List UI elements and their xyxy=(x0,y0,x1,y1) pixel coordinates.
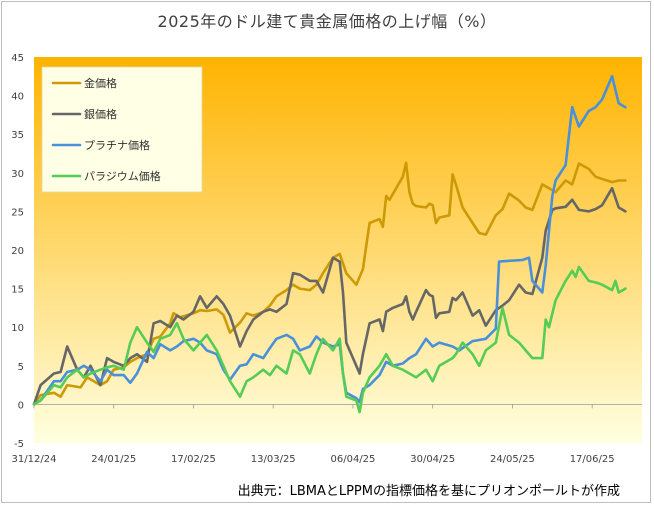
x-tick-label: 24/01/25 xyxy=(91,454,136,465)
y-tick-label: -5 xyxy=(14,439,24,450)
x-tick-label: 17/06/25 xyxy=(570,454,615,465)
y-tick-label: 15 xyxy=(11,285,24,296)
x-tick-label: 13/03/25 xyxy=(251,454,296,465)
x-tick-label: 06/04/25 xyxy=(330,454,375,465)
y-tick-label: 0 xyxy=(18,400,24,411)
y-tick-label: 35 xyxy=(11,130,24,141)
y-tick-label: 40 xyxy=(11,92,24,103)
y-tick-label: 25 xyxy=(11,207,24,218)
chart-title: 2025年のドル建て貴金属価格の上げ幅（%） xyxy=(157,12,497,31)
x-tick-label: 24/05/25 xyxy=(490,454,535,465)
x-tick-label: 30/04/25 xyxy=(410,454,455,465)
legend-label-palladium: パラジウム価格 xyxy=(84,169,161,183)
legend-label-silver: 銀価格 xyxy=(84,107,117,121)
y-tick-label: 20 xyxy=(11,246,24,257)
legend-box xyxy=(41,66,203,193)
y-tick-label: 45 xyxy=(11,53,24,64)
series-line-palladium xyxy=(32,265,627,414)
series-line-gold xyxy=(32,161,627,406)
series-line-silver xyxy=(32,186,627,406)
y-tick-label: 30 xyxy=(11,169,24,180)
x-tick-label: 31/12/24 xyxy=(12,454,57,465)
y-tick-label: 10 xyxy=(11,323,24,334)
x-tick-label: 17/02/25 xyxy=(171,454,216,465)
legend-label-gold: 金価格 xyxy=(84,76,117,90)
y-tick-label: 5 xyxy=(18,362,24,373)
source-note: 出典元：LBMAとLPPMの指標価格を基にプリオンポールトが作成 xyxy=(237,484,620,499)
legend-label-platinum: プラチナ価格 xyxy=(84,138,150,152)
